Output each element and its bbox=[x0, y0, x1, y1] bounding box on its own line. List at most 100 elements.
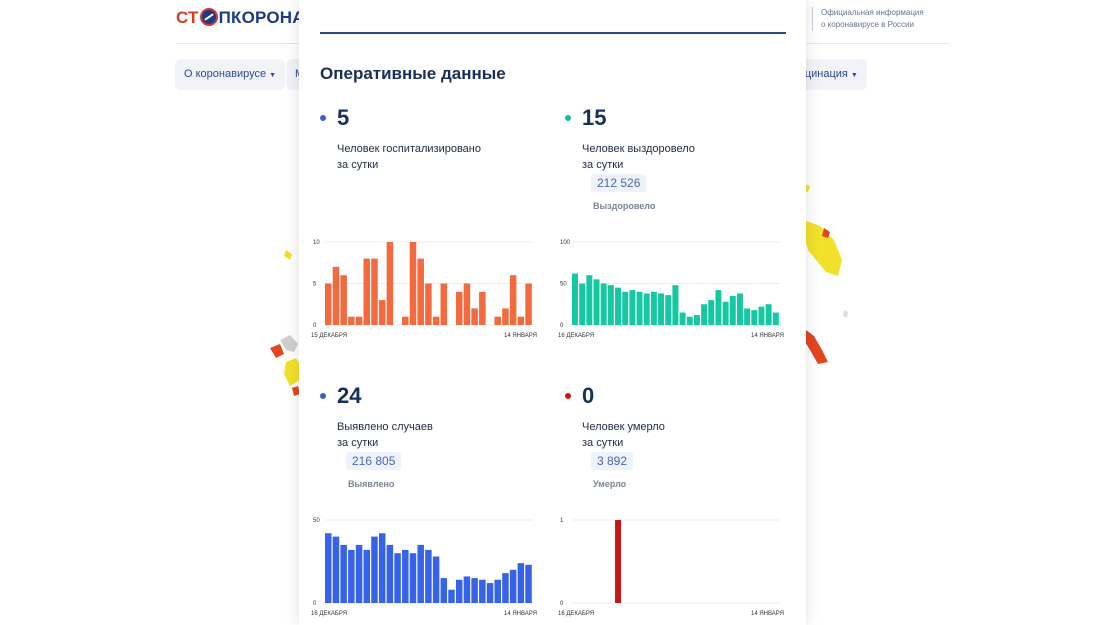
x-tick-label-start: 16 ДЕКАБРЯ bbox=[558, 333, 594, 339]
bar bbox=[600, 283, 607, 325]
y-tick-label: 5 bbox=[313, 282, 317, 288]
bar bbox=[758, 306, 765, 325]
bar bbox=[332, 266, 340, 325]
stat-recovered: 15 Человек выздоровело за сутки 212 526 … bbox=[565, 101, 805, 231]
bar bbox=[486, 583, 494, 603]
chart-cases-svg: 0 50 16 ДЕКАБРЯ 14 ЯНВАРЯ bbox=[311, 518, 537, 617]
bar bbox=[744, 308, 751, 325]
bullet-icon bbox=[320, 115, 326, 121]
chart-recovered: 0 50 100 16 ДЕКАБРЯ 14 ЯНВАРЯ bbox=[558, 236, 788, 346]
bar bbox=[417, 258, 424, 325]
y-tick-label: 50 bbox=[313, 518, 320, 524]
chart-recovered-svg: 0 50 100 16 ДЕКАБРЯ 14 ЯНВАРЯ bbox=[558, 240, 784, 339]
bar bbox=[455, 579, 463, 603]
stat-desc-line1: Человек госпитализировано bbox=[337, 143, 481, 155]
virus-icon bbox=[199, 8, 218, 26]
x-tick-label-end: 14 ЯНВАРЯ bbox=[751, 333, 784, 339]
chart-hospitalized: 0 5 10 15 ДЕКАБРЯ 14 ЯНВАРЯ bbox=[311, 236, 541, 346]
bar bbox=[629, 290, 636, 325]
bar bbox=[471, 578, 478, 603]
nav-item-about[interactable]: О коронавирусе ▼ bbox=[175, 59, 286, 90]
bar bbox=[736, 293, 743, 325]
bar bbox=[650, 291, 657, 325]
chart-deaths: 0 1 16 ДЕКАБРЯ 14 ЯНВАРЯ bbox=[558, 514, 788, 624]
bar bbox=[440, 578, 448, 603]
stat-desc-line2: за сутки bbox=[582, 437, 624, 449]
stat-cases-desc: Выявлено случаев за сутки bbox=[337, 419, 537, 451]
bar bbox=[502, 308, 509, 325]
nav-item-vaccination-label: кцинация bbox=[800, 68, 848, 80]
bar bbox=[325, 283, 332, 325]
stat-recovered-total-label: Выздоровело bbox=[593, 201, 656, 211]
stat-hospitalized-value: 5 bbox=[337, 105, 350, 130]
y-tick-label: 0 bbox=[560, 601, 564, 607]
bar bbox=[325, 533, 332, 603]
bar bbox=[517, 316, 525, 325]
map-fragment-left bbox=[270, 250, 302, 396]
nav-item-vaccination[interactable]: кцинация ▼ bbox=[796, 59, 867, 90]
y-tick-label: 1 bbox=[560, 518, 564, 524]
stat-deaths-desc: Человек умерло за сутки bbox=[582, 419, 782, 451]
bar bbox=[636, 291, 643, 325]
bar bbox=[402, 316, 409, 325]
bar bbox=[371, 258, 378, 325]
stat-recovered-desc: Человек выздоровело за сутки bbox=[582, 141, 782, 173]
bar bbox=[772, 312, 779, 325]
bar bbox=[340, 544, 347, 603]
map-fragment-right bbox=[803, 184, 848, 364]
bar bbox=[363, 549, 371, 603]
bar bbox=[348, 549, 355, 603]
stat-deaths: 0 Человек умерло за сутки 3 892 Умерло bbox=[565, 379, 805, 509]
bar bbox=[425, 549, 432, 603]
bar bbox=[586, 275, 593, 325]
x-tick-label-start: 15 ДЕКАБРЯ bbox=[311, 333, 347, 339]
nav-item-about-label: О коронавирусе bbox=[184, 68, 267, 80]
y-tick-label: 0 bbox=[560, 323, 564, 329]
bar bbox=[494, 579, 501, 603]
bar bbox=[525, 564, 532, 603]
bar bbox=[386, 544, 394, 603]
bar bbox=[615, 520, 622, 603]
bar bbox=[572, 273, 578, 325]
bar bbox=[615, 287, 622, 325]
bar bbox=[765, 304, 772, 325]
bar bbox=[378, 533, 386, 603]
stat-hospitalized-desc: Человек госпитализировано за сутки bbox=[337, 141, 537, 173]
official-info-line2: о коронавирусе в России bbox=[821, 20, 914, 29]
bar bbox=[440, 283, 448, 325]
x-tick-label-end: 14 ЯНВАРЯ bbox=[751, 611, 784, 617]
modal-top-divider bbox=[320, 32, 786, 34]
bar bbox=[715, 290, 722, 325]
bar bbox=[509, 569, 517, 603]
chart-deaths-svg: 0 1 16 ДЕКАБРЯ 14 ЯНВАРЯ bbox=[558, 518, 784, 617]
bar bbox=[355, 316, 363, 325]
bar bbox=[708, 300, 715, 325]
x-tick-label-start: 16 ДЕКАБРЯ bbox=[558, 611, 594, 617]
stat-cases-total: 216 805 bbox=[346, 452, 402, 470]
stat-deaths-value: 0 bbox=[582, 383, 595, 408]
bar bbox=[432, 556, 440, 603]
bar bbox=[729, 295, 736, 325]
stat-cases: 24 Выявлено случаев за сутки 216 805 Выя… bbox=[320, 379, 560, 509]
bar bbox=[363, 258, 371, 325]
stat-recovered-total: 212 526 bbox=[591, 174, 647, 192]
x-tick-label-end: 14 ЯНВАРЯ bbox=[504, 611, 537, 617]
bar bbox=[378, 300, 386, 325]
chevron-down-icon: ▼ bbox=[850, 72, 858, 79]
bullet-icon bbox=[565, 115, 571, 121]
bar bbox=[348, 316, 355, 325]
bar bbox=[643, 293, 650, 325]
stat-recovered-value: 15 bbox=[582, 105, 607, 130]
bullet-icon bbox=[320, 393, 326, 399]
y-tick-label: 0 bbox=[313, 323, 317, 329]
stat-deaths-total-label: Умерло bbox=[593, 479, 627, 489]
bar bbox=[402, 549, 409, 603]
bar bbox=[701, 304, 708, 325]
bar bbox=[679, 312, 686, 325]
stat-desc-line1: Выявлено случаев bbox=[337, 421, 433, 433]
y-tick-label: 10 bbox=[313, 240, 320, 246]
stat-desc-line1: Человек выздоровело bbox=[582, 143, 695, 155]
bullet-icon bbox=[565, 393, 571, 399]
bar bbox=[579, 283, 586, 325]
bar bbox=[517, 563, 525, 603]
